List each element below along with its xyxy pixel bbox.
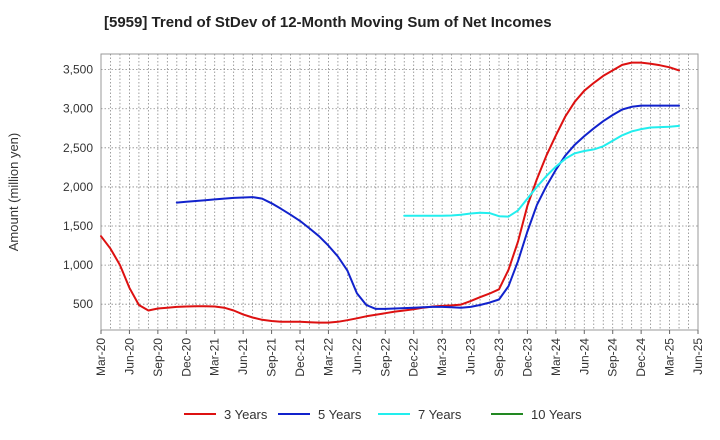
x-tick-label: Sep-24 xyxy=(606,338,620,377)
x-tick-label: Jun-20 xyxy=(122,338,136,375)
x-tick-label: Jun-24 xyxy=(577,338,591,375)
x-tick-label: Dec-20 xyxy=(179,338,193,377)
x-tick-label: Mar-25 xyxy=(663,338,677,376)
y-tick-label: 1,500 xyxy=(63,219,93,233)
y-tick-label: 1,000 xyxy=(63,258,93,272)
x-tick-label: Dec-22 xyxy=(407,338,421,377)
x-tick-label: Dec-21 xyxy=(293,338,307,377)
legend: 3 Years 5 Years 7 Years 10 Years xyxy=(184,407,582,422)
series-line-7-years xyxy=(403,124,680,218)
x-tick-label: Jun-23 xyxy=(464,338,478,375)
series-layer xyxy=(100,61,680,324)
x-tick-label: Jun-21 xyxy=(236,338,250,375)
axis-layer: 500 1,000 1,500 2,000 2,500 3,000 3,500 Mar-20 J… xyxy=(6,63,705,377)
y-tick-label: 2,000 xyxy=(63,180,93,194)
x-tick-label: Dec-24 xyxy=(634,338,648,377)
y-tick-label: 2,500 xyxy=(63,141,93,155)
x-tick-label: Sep-20 xyxy=(151,338,165,377)
chart-title: [5959] Trend of StDev of 12-Month Moving… xyxy=(104,14,552,31)
x-tick-label: Sep-23 xyxy=(492,338,506,377)
legend-label: 5 Years xyxy=(318,407,362,422)
y-tick-label: 3,000 xyxy=(63,102,93,116)
y-axis-title: Amount (million yen) xyxy=(6,133,21,252)
y-tick-label: 500 xyxy=(73,297,93,311)
legend-label: 7 Years xyxy=(418,407,462,422)
x-tick-label: Jun-25 xyxy=(691,338,705,375)
x-tick-label: Mar-24 xyxy=(549,338,563,376)
legend-label: 10 Years xyxy=(531,407,582,422)
x-tick-label: Dec-23 xyxy=(520,338,534,377)
x-tick-label: Mar-23 xyxy=(435,338,449,376)
legend-label: 3 Years xyxy=(224,407,268,422)
x-tick-label: Sep-21 xyxy=(265,338,279,377)
series-line-3-years xyxy=(100,61,680,324)
y-tick-label: 3,500 xyxy=(63,63,93,77)
x-tick-label: Sep-22 xyxy=(378,338,392,377)
x-tick-label: Mar-22 xyxy=(321,338,335,376)
x-tick-label: Mar-20 xyxy=(94,338,108,376)
series-line-5-years xyxy=(175,104,680,310)
x-tick-label: Jun-22 xyxy=(350,338,364,375)
grid-layer xyxy=(100,53,699,331)
x-tick-label: Mar-21 xyxy=(208,338,222,376)
plot-frame xyxy=(100,53,699,331)
